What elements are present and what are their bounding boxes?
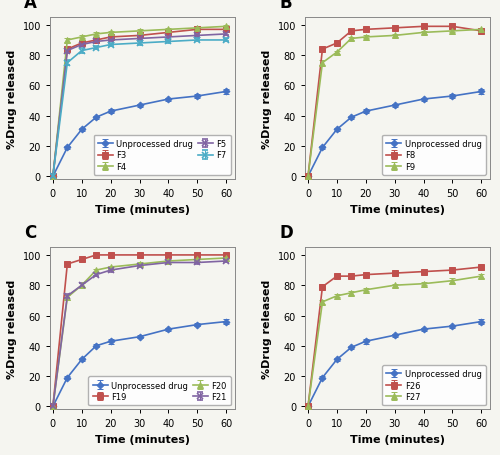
Legend: Unprocessed drug, F8, F9: Unprocessed drug, F8, F9: [382, 136, 486, 176]
X-axis label: Time (minutes): Time (minutes): [350, 434, 445, 444]
Text: A: A: [24, 0, 37, 12]
Y-axis label: %Drug released: %Drug released: [7, 279, 17, 378]
X-axis label: Time (minutes): Time (minutes): [95, 434, 190, 444]
Legend: Unprocessed drug, F3, F4, F5, F7: Unprocessed drug, F3, F4, F5, F7: [94, 136, 230, 176]
Text: C: C: [24, 223, 36, 241]
Text: B: B: [279, 0, 292, 12]
Legend: Unprocessed drug, F19, F20, F21: Unprocessed drug, F19, F20, F21: [88, 377, 231, 405]
Y-axis label: %Drug released: %Drug released: [262, 50, 272, 149]
Legend: Unprocessed drug, F26, F27: Unprocessed drug, F26, F27: [382, 365, 486, 405]
X-axis label: Time (minutes): Time (minutes): [350, 204, 445, 214]
Y-axis label: %Drug released: %Drug released: [262, 279, 272, 378]
Text: D: D: [279, 223, 293, 241]
Y-axis label: %Drug released: %Drug released: [7, 50, 17, 149]
X-axis label: Time (minutes): Time (minutes): [95, 204, 190, 214]
